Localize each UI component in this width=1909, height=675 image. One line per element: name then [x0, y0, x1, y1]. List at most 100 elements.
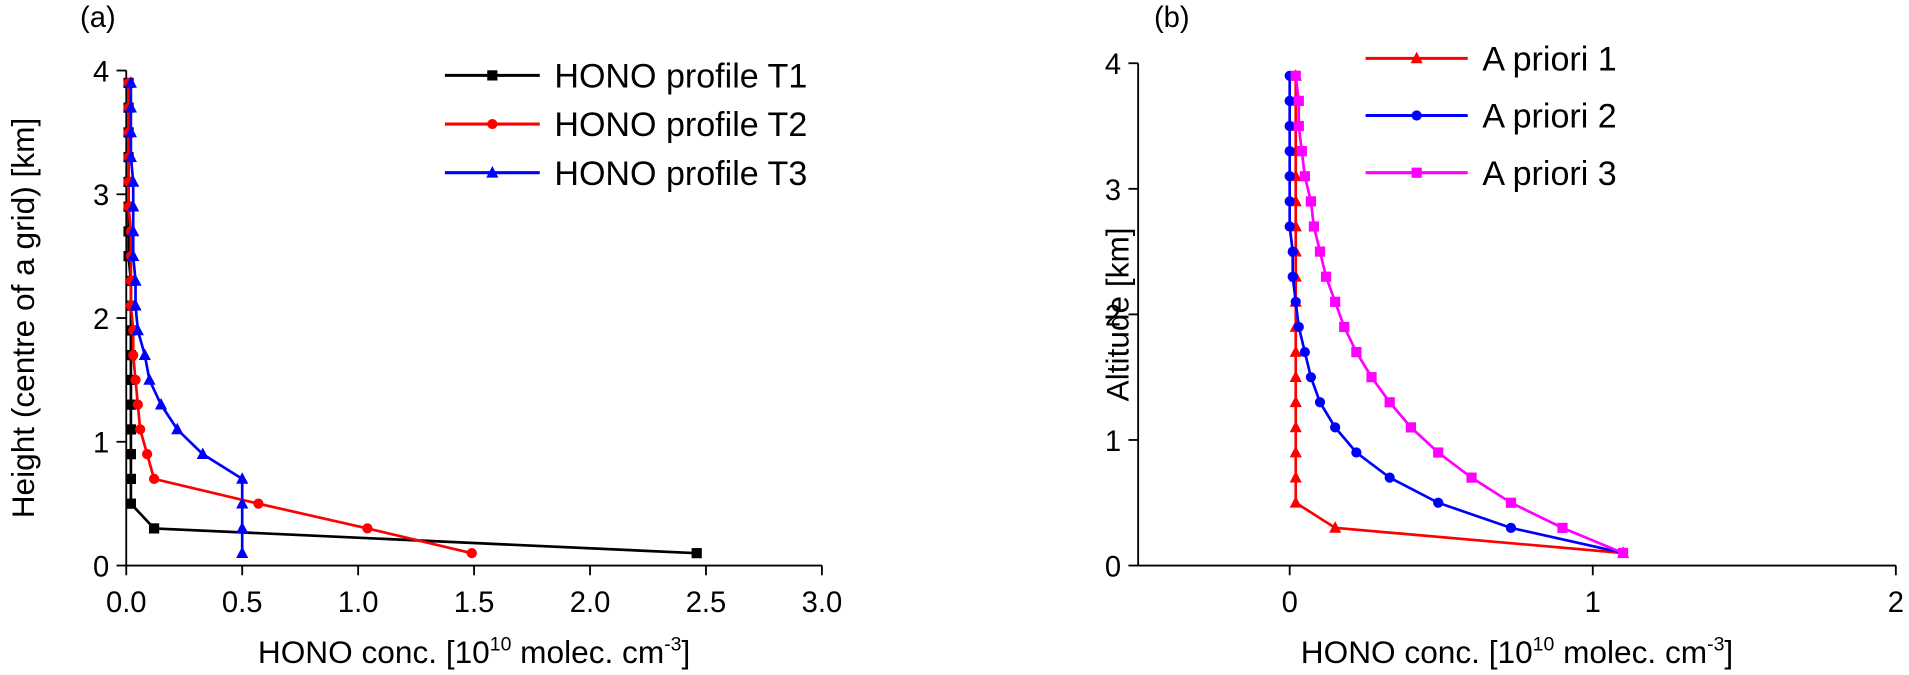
y-axis-label: Altitude [km]: [1099, 227, 1135, 401]
y-tick-label: 0: [1105, 551, 1121, 583]
superscript: 10: [1533, 634, 1555, 656]
marker: [1289, 470, 1302, 483]
marker: [196, 447, 209, 460]
marker: [132, 399, 143, 410]
marker: [1284, 95, 1295, 107]
panel-label: (b): [1154, 2, 1190, 34]
label-part: HONO conc. [10: [258, 634, 490, 670]
marker: [1284, 196, 1295, 207]
marker: [1293, 321, 1304, 333]
marker: [124, 76, 137, 88]
marker: [466, 548, 477, 559]
legend-label: HONO profile T2: [554, 106, 807, 144]
marker: [1308, 221, 1320, 232]
marker: [1329, 521, 1342, 533]
marker: [1287, 246, 1298, 257]
superscript: -3: [1707, 634, 1724, 656]
marker: [129, 274, 142, 286]
marker: [124, 125, 137, 138]
y-tick-label: 3: [93, 180, 109, 212]
marker: [1466, 472, 1477, 483]
marker: [1314, 397, 1326, 408]
y-tick-label: 4: [93, 56, 109, 88]
marker: [253, 498, 264, 509]
x-tick-label: 3.0: [802, 587, 843, 619]
legend-label: A priori 1: [1482, 41, 1616, 79]
marker: [171, 422, 184, 435]
marker: [127, 175, 140, 187]
y-tick-label: 4: [1105, 49, 1121, 81]
marker: [154, 397, 168, 410]
legend-marker: [486, 166, 499, 178]
marker: [1289, 496, 1302, 508]
marker: [138, 348, 151, 361]
marker: [1617, 547, 1629, 559]
marker: [1433, 497, 1444, 508]
marker: [1284, 171, 1295, 182]
marker: [1284, 146, 1295, 157]
marker: [130, 374, 141, 386]
superscript: 10: [490, 634, 512, 656]
marker: [127, 224, 140, 237]
marker: [125, 498, 137, 509]
marker: [1433, 447, 1444, 458]
marker: [1320, 271, 1332, 282]
y-tick-label: 3: [1105, 175, 1121, 207]
legend-marker: [1410, 51, 1423, 64]
x-tick-label: 0: [1282, 587, 1298, 619]
y-tick-label: 1: [1105, 426, 1121, 458]
marker: [127, 199, 140, 212]
marker: [1505, 522, 1517, 533]
legend-marker: [487, 118, 498, 130]
marker: [1384, 397, 1395, 408]
superscript: -3: [664, 634, 681, 656]
marker: [131, 323, 144, 336]
marker: [1296, 146, 1307, 157]
series-line: [1294, 75, 1624, 555]
legend-marker: [1411, 110, 1422, 121]
x-axis-label: HONO conc. [1010 molec. cm-3]: [258, 634, 690, 670]
marker: [1284, 221, 1295, 232]
marker: [125, 449, 137, 460]
marker: [1351, 447, 1362, 458]
marker: [1289, 420, 1302, 433]
marker: [236, 546, 249, 559]
legend-label: HONO profile T1: [554, 58, 807, 96]
marker: [691, 548, 702, 559]
series-line: [127, 82, 473, 555]
legend-label: HONO profile T3: [554, 155, 807, 193]
label-part: ]: [1724, 634, 1733, 670]
marker: [148, 473, 160, 485]
x-tick-label: 0.5: [222, 587, 263, 619]
marker: [128, 350, 139, 361]
x-tick-label: 2.0: [570, 587, 611, 619]
marker: [124, 150, 137, 163]
y-tick-label: 2: [1105, 300, 1121, 332]
marker: [1384, 472, 1395, 483]
y-tick-label: 1: [93, 428, 109, 460]
marker: [236, 472, 249, 484]
panel-label: (a): [80, 2, 116, 34]
legend-marker: [487, 70, 498, 81]
marker: [1299, 171, 1310, 182]
x-tick-label: 2.5: [686, 587, 727, 619]
marker: [1305, 372, 1317, 383]
marker: [1366, 372, 1377, 383]
y-tick-label: 0: [93, 551, 109, 583]
marker: [135, 424, 146, 435]
y-axis-label: Height (centre of a grid) [km]: [5, 118, 41, 519]
marker: [1293, 120, 1304, 132]
x-tick-label: 1: [1585, 587, 1601, 619]
label-part: molec. cm: [1554, 634, 1707, 670]
label-part: ]: [682, 634, 691, 670]
x-tick-label: 0.0: [106, 587, 147, 619]
label-part: molec. cm: [511, 634, 664, 670]
x-tick-label: 1.0: [338, 587, 379, 619]
marker: [1305, 196, 1317, 207]
marker: [124, 100, 137, 113]
marker: [236, 496, 249, 509]
marker: [143, 373, 156, 385]
marker: [148, 523, 160, 534]
